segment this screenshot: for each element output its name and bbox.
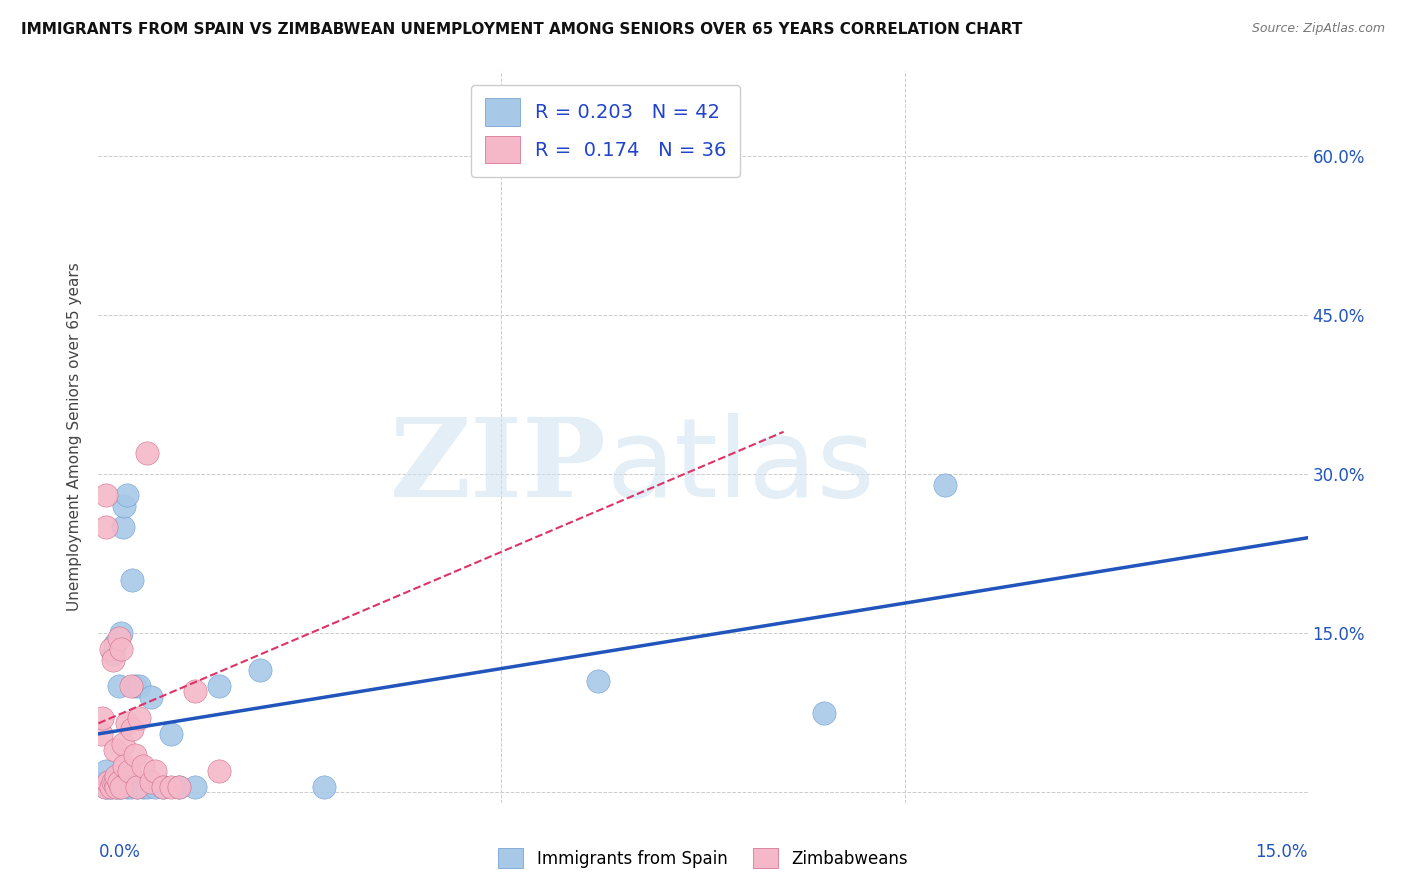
Point (132, 758, 155, 772)
Point (103, 743, 125, 757)
Point (97, 774, 120, 789)
Point (184, 684, 207, 698)
Point (135, 780, 157, 794)
Point (101, 774, 124, 789)
Point (124, 679, 146, 693)
Point (132, 780, 155, 794)
Point (105, 774, 128, 789)
Point (121, 573, 143, 587)
Point (111, 774, 134, 789)
Point (139, 690, 162, 704)
Point (97, 780, 120, 794)
Point (143, 780, 166, 794)
Point (118, 774, 141, 789)
Point (135, 446, 157, 460)
Point (111, 520, 134, 534)
Text: 15.0%: 15.0% (1256, 843, 1308, 861)
Point (249, 663, 271, 677)
Point (110, 642, 132, 657)
Point (96, 764, 118, 778)
Point (120, 780, 142, 794)
Point (107, 632, 129, 646)
Point (105, 780, 128, 794)
Point (100, 642, 122, 657)
Point (167, 780, 190, 794)
Point (110, 780, 132, 794)
Point (103, 774, 125, 789)
Point (96, 520, 118, 534)
Point (101, 653, 124, 667)
Point (934, 477, 956, 491)
Legend: R = 0.203   N = 42, R =  0.174   N = 36: R = 0.203 N = 42, R = 0.174 N = 36 (471, 85, 740, 177)
Point (110, 626, 132, 640)
Point (128, 711, 150, 725)
Point (121, 722, 143, 736)
Text: IMMIGRANTS FROM SPAIN VS ZIMBABWEAN UNEMPLOYMENT AMONG SENIORS OVER 65 YEARS COR: IMMIGRANTS FROM SPAIN VS ZIMBABWEAN UNEM… (21, 22, 1022, 37)
Point (94, 774, 117, 789)
Point (586, 673, 609, 688)
Point (112, 758, 135, 772)
Point (110, 780, 132, 794)
Point (128, 679, 150, 693)
Point (100, 774, 122, 789)
Point (90, 727, 112, 741)
Point (143, 764, 166, 778)
Legend: Immigrants from Spain, Zimbabweans: Immigrants from Spain, Zimbabweans (491, 839, 915, 877)
Point (111, 738, 134, 752)
Point (115, 716, 138, 731)
Point (105, 769, 128, 783)
Text: 0.0%: 0.0% (98, 843, 141, 861)
Point (152, 780, 174, 794)
Point (105, 780, 128, 794)
Point (152, 780, 174, 794)
Point (100, 780, 122, 794)
Point (91, 711, 114, 725)
Point (167, 780, 190, 794)
Point (94, 780, 117, 794)
Point (208, 764, 231, 778)
Point (208, 679, 231, 693)
Point (160, 727, 183, 741)
Text: atlas: atlas (606, 413, 875, 520)
Point (107, 780, 129, 794)
Point (314, 780, 336, 794)
Point (139, 774, 162, 789)
Point (115, 488, 138, 502)
Point (184, 780, 207, 794)
Point (101, 774, 124, 789)
Point (101, 648, 124, 662)
Point (115, 780, 138, 794)
Point (103, 637, 125, 651)
Point (107, 679, 129, 693)
Point (107, 769, 129, 783)
Point (127, 780, 149, 794)
Point (160, 780, 183, 794)
Point (120, 679, 142, 693)
Y-axis label: Unemployment Among Seniors over 65 years: Unemployment Among Seniors over 65 years (67, 263, 83, 611)
Point (96, 488, 118, 502)
Point (813, 706, 835, 720)
Point (100, 780, 122, 794)
Text: ZIP: ZIP (389, 413, 606, 520)
Point (124, 748, 146, 763)
Point (118, 764, 141, 778)
Point (127, 780, 149, 794)
Point (107, 774, 129, 789)
Text: Source: ZipAtlas.com: Source: ZipAtlas.com (1251, 22, 1385, 36)
Point (96, 780, 118, 794)
Point (103, 774, 125, 789)
Point (112, 499, 135, 513)
